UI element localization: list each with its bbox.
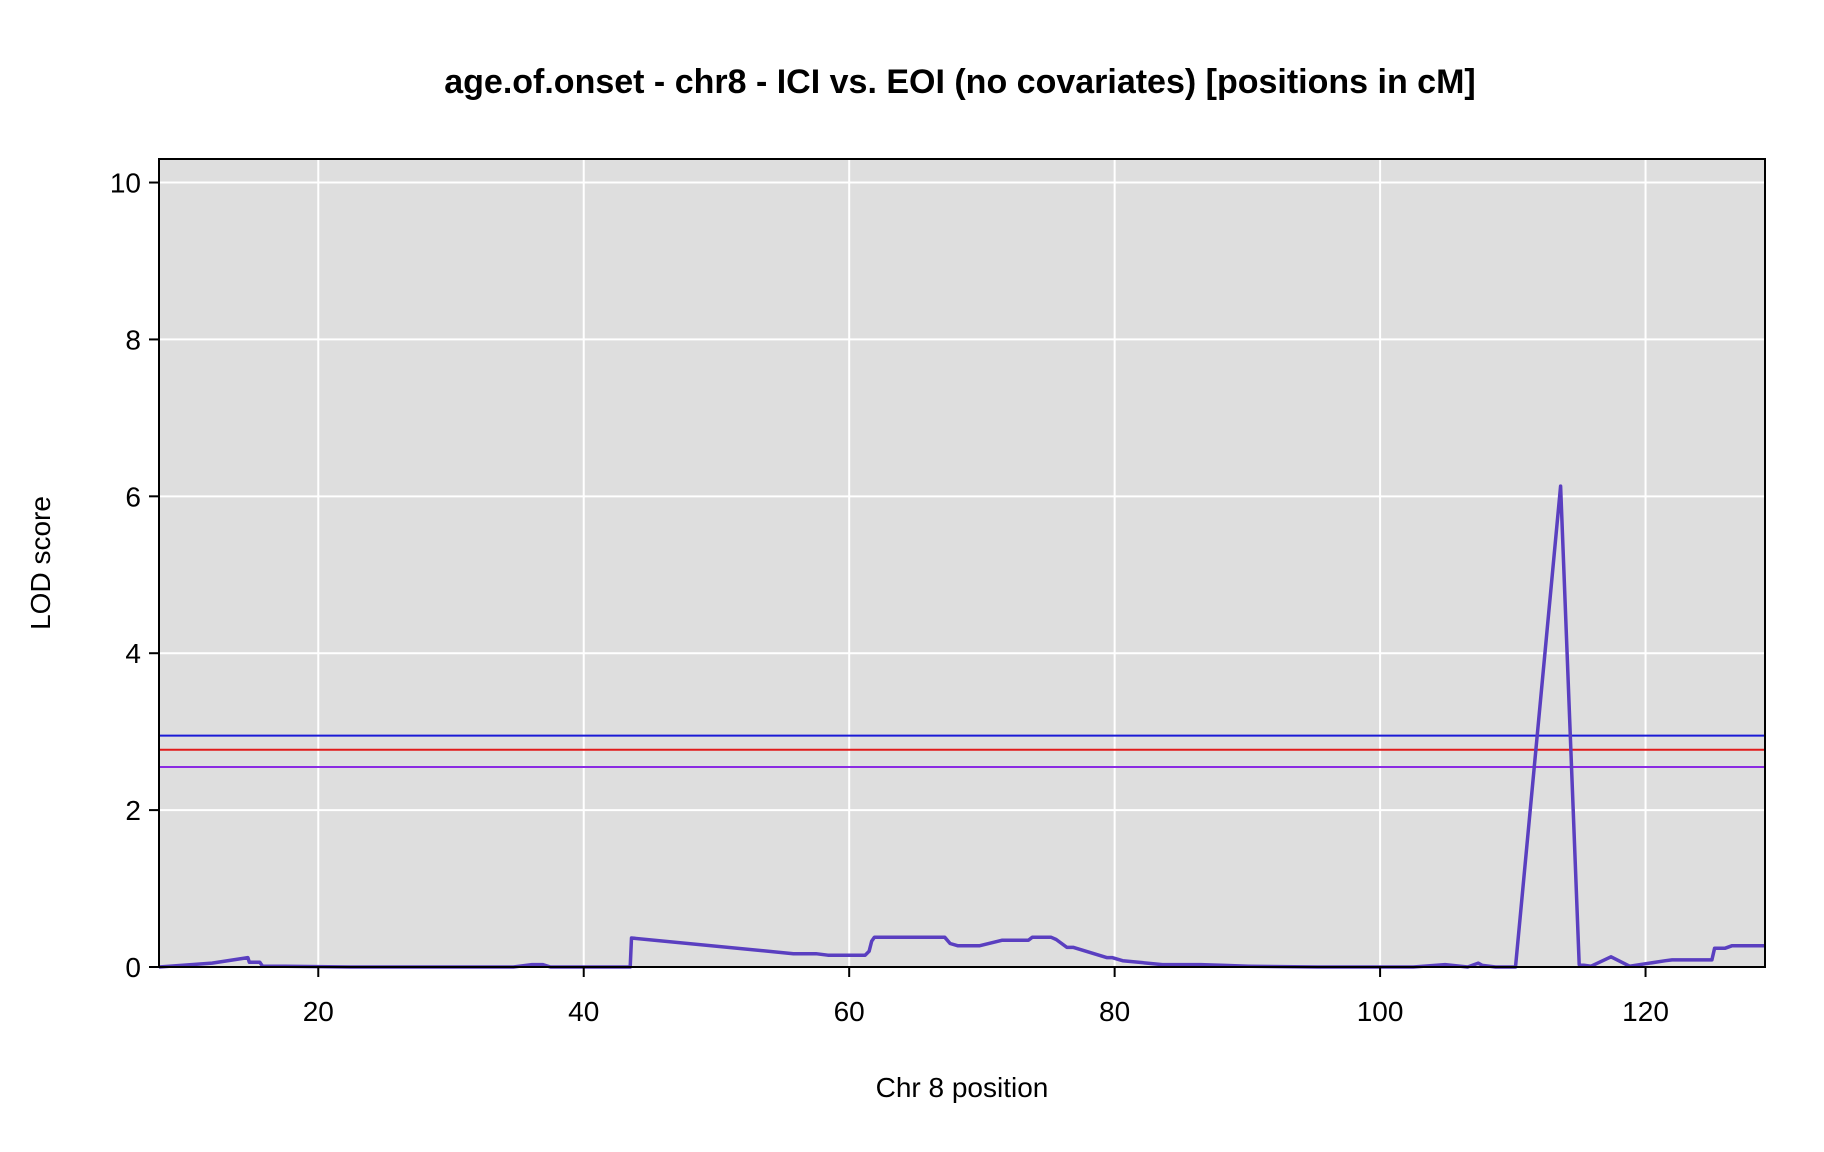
y-tick-label-1: 2 [125,795,141,826]
x-axis-ticks: 20 40 60 80 100 120 [303,967,1669,1027]
y-axis-ticks: 0 2 4 6 8 10 [110,168,159,983]
chart-title: age.of.onset - chr8 - ICI vs. EOI (no co… [444,63,1476,101]
plot-frame [158,158,1766,968]
x-tick-label-4: 100 [1357,996,1404,1027]
x-tick-label-5: 120 [1622,996,1669,1027]
y-tick-label-3: 6 [125,481,141,512]
y-tick-label-5: 10 [110,168,141,199]
y-tick-label-4: 8 [125,324,141,355]
plot-background [159,159,1765,967]
x-tick-label-1: 40 [568,996,599,1027]
y-axis-label: LOD score [25,496,56,630]
x-tick-label-0: 20 [303,996,334,1027]
threshold-lines [159,734,1765,768]
y-tick-label-2: 4 [125,638,141,669]
series-group [158,484,1765,969]
x-tick-label-2: 60 [834,996,865,1027]
x-tick-label-3: 80 [1099,996,1130,1027]
lod-series-line-0 [158,484,1765,969]
x-axis-label: Chr 8 position [876,1072,1049,1103]
y-tick-label-0: 0 [125,952,141,983]
